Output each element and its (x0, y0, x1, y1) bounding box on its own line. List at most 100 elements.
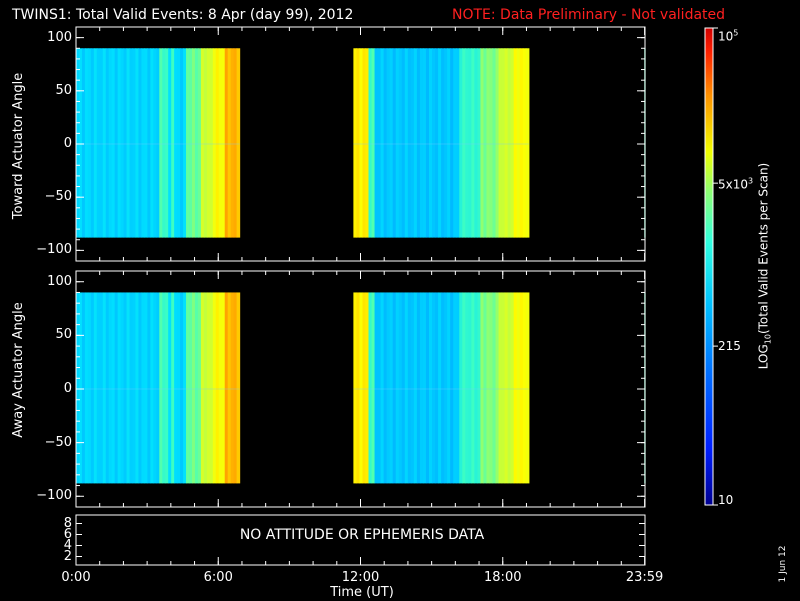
heatmap-cell (200, 48, 205, 238)
colorbar-tick-label: 10 (718, 493, 734, 507)
heatmap-cell (474, 48, 478, 238)
colorbar-tick-label: 105 (718, 28, 739, 44)
heatmap-cell (510, 292, 515, 484)
bottom-orbit-panel (75, 514, 646, 566)
heatmap-cell (221, 292, 226, 484)
heatmap-cell (209, 292, 214, 484)
heatmap-cell (510, 48, 515, 238)
heatmap-cell (498, 48, 503, 238)
heatmap-cell (404, 48, 409, 238)
heatmap-cell (353, 292, 358, 484)
heatmap-cell (456, 292, 460, 484)
heatmap-cell (132, 292, 137, 484)
heatmap-cell (438, 48, 442, 238)
heatmap-cell (407, 292, 412, 484)
heatmap-cell (416, 292, 421, 484)
heatmap-cell (117, 292, 122, 484)
heatmap-cell (165, 292, 169, 484)
heatmap-cell (356, 292, 361, 484)
heatmap-cell (453, 48, 457, 238)
heatmap-cell (498, 292, 503, 484)
xtick-label: 23:59 (625, 570, 664, 585)
heatmap-cell (429, 48, 433, 238)
heatmap-cell (456, 48, 460, 238)
heatmap-cell (90, 48, 95, 238)
heatmap-cell (462, 48, 466, 238)
heatmap-cell (227, 292, 232, 484)
heatmap-cell (99, 292, 104, 484)
heatmap-cell (150, 48, 154, 238)
data-block (353, 292, 530, 484)
heatmap-cell (212, 292, 217, 484)
heatmap-cell (425, 48, 430, 238)
ytick-label: −100 (36, 488, 72, 504)
xtick-label: 12:00 (341, 570, 380, 585)
heatmap-cell (519, 292, 524, 484)
heatmap-cell (483, 48, 488, 238)
colorbar (704, 27, 718, 506)
heatmap-cell (404, 292, 409, 484)
heatmap-cell (410, 292, 415, 484)
heatmap-cell (159, 48, 163, 238)
heatmap-cell (230, 48, 235, 238)
heatmap-cell (444, 48, 448, 238)
heatmap-cell (489, 48, 494, 238)
ytick-label: −50 (44, 434, 72, 450)
heatmap-cell (513, 292, 518, 484)
heatmap-cell (76, 292, 80, 484)
heatmap-cell (392, 48, 397, 238)
heatmap-cell (453, 292, 457, 484)
heatmap-cell (174, 292, 178, 484)
heatmap-cell (386, 292, 391, 484)
heatmap-cell (380, 292, 385, 484)
heatmap-cell (141, 48, 146, 238)
heatmap-cell (504, 48, 509, 238)
heatmap-cell (395, 48, 400, 238)
heatmap-cell (362, 292, 367, 484)
heatmap-cell (441, 48, 445, 238)
no-data-message: NO ATTITUDE OR EPHEMERIS DATA (239, 527, 485, 543)
heatmap-cell (380, 48, 385, 238)
heatmap-cell (425, 292, 430, 484)
heatmap-cell (477, 292, 482, 484)
heatmap-cell (206, 48, 211, 238)
heatmap-cell (447, 48, 451, 238)
heatmap-cell (144, 48, 148, 238)
heatmap-cell (212, 48, 217, 238)
heatmap-cell (114, 292, 119, 484)
heatmap-cell (186, 292, 190, 484)
heatmap-cell (144, 292, 148, 484)
heatmap-cell (422, 292, 427, 484)
heatmap-cell (353, 48, 358, 238)
ytick-label: −100 (36, 242, 72, 258)
heatmap-cell (486, 48, 491, 238)
heatmap-cell (126, 292, 131, 484)
heatmap-cell (215, 292, 220, 484)
heatmap-cell (398, 292, 403, 484)
heatmap-cell (516, 48, 521, 238)
heatmap-cell (507, 292, 512, 484)
heatmap-cell (438, 292, 442, 484)
heatmap-cell (362, 48, 367, 238)
heatmap-cell (153, 48, 157, 238)
heatmap-cell (522, 48, 527, 238)
heatmap-cell (90, 292, 95, 484)
heatmap-cell (416, 48, 421, 238)
heatmap-cell (525, 48, 530, 238)
ytick-label: 50 (55, 82, 72, 98)
heatmap-cell (504, 292, 509, 484)
heatmap-cell (236, 48, 241, 238)
heatmap-cell (200, 292, 205, 484)
heatmap-cell (153, 292, 157, 484)
heatmap-cell (189, 292, 193, 484)
heatmap-cell (194, 48, 199, 238)
heatmap-cell (432, 292, 436, 484)
heatmap-cell (168, 292, 172, 484)
heatmap-cell (156, 48, 160, 238)
heatmap-cell (359, 292, 364, 484)
heatmap-cell (221, 48, 226, 238)
heatmap-cell (441, 292, 445, 484)
middle-heatmap-panel (75, 270, 646, 508)
heatmap-cell (171, 48, 175, 238)
heatmap-cell (87, 292, 92, 484)
